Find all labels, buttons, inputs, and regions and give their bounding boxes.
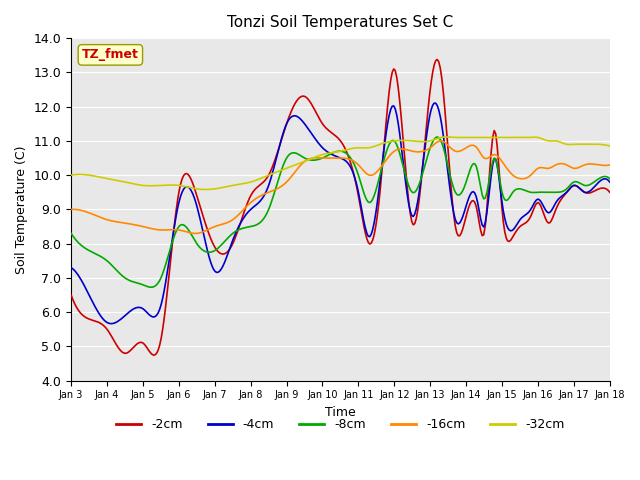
Y-axis label: Soil Temperature (C): Soil Temperature (C) (15, 145, 28, 274)
Title: Tonzi Soil Temperatures Set C: Tonzi Soil Temperatures Set C (227, 15, 454, 30)
Legend: -2cm, -4cm, -8cm, -16cm, -32cm: -2cm, -4cm, -8cm, -16cm, -32cm (111, 413, 570, 436)
X-axis label: Time: Time (325, 406, 356, 419)
Text: TZ_fmet: TZ_fmet (82, 48, 139, 61)
